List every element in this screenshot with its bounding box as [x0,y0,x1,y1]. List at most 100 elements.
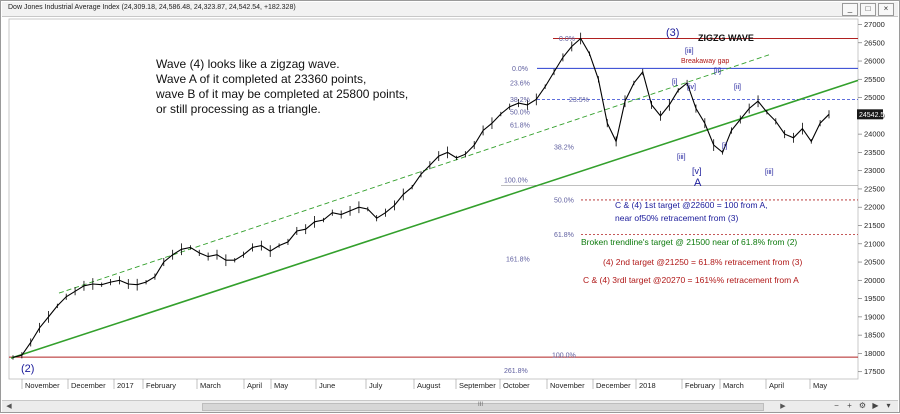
x-tick-label: July [369,381,383,390]
y-tick-label: 23500 [864,148,885,157]
y-tick-label: 20500 [864,258,885,267]
x-tick-label: June [319,381,335,390]
x-tick-label: October [503,381,530,390]
scroll-thumb[interactable]: III [202,402,764,411]
horizontal-scrollbar[interactable]: ◀ III ▶ [2,400,898,412]
wave-label: [iv] [687,84,696,91]
y-tick-label: 26500 [864,38,885,47]
x-tick-label: February [146,381,176,390]
x-tick-label: March [200,381,221,390]
wave-label: [v] [692,166,702,176]
y-tick-label: 21000 [864,239,885,248]
target1-note: C & (4) 1st target @22600 = 100 from A, [615,200,768,210]
wave-label: [i] [672,79,678,86]
annotation-line: Wave (4) looks like a zigzag wave. [156,57,340,71]
fib-level-label: 38.2% [554,144,574,151]
fib-level-label: 38.2% [510,97,530,104]
title-bar: Dow Jones Industrial Average Index (24,3… [2,2,898,17]
annotation-line: Wave A of it completed at 23360 points, [156,72,366,86]
fib-level-label: 0.0% [559,36,575,43]
y-tick-label: 21500 [864,221,885,230]
y-tick-label: 22500 [864,184,885,193]
y-tick-label: 26000 [864,57,885,66]
y-tick-label: 25000 [864,93,885,102]
zoom-in-icon[interactable]: + [847,401,852,410]
target2-note: (4) 2nd target @21250 = 61.8% retracemen… [603,257,802,267]
fib-level-label: 100.0% [552,352,576,359]
wave-label: [iii] [765,169,774,176]
price-line [12,37,830,358]
x-tick-label: May [813,381,827,390]
y-tick-label: 18000 [864,349,885,358]
wave-label: [i] [722,143,728,150]
window-controls: _ □ × [842,3,894,16]
scroll-right-icon[interactable]: ▶ [780,403,786,410]
x-tick-label: April [247,381,262,390]
y-tick-label: 18500 [864,331,885,340]
window-title: Dow Jones Industrial Average Index (24,3… [8,4,296,11]
fib-level-label: 23.5% [569,97,589,104]
wave-label: (2) [21,363,34,375]
wave-label: [iii] [685,48,694,55]
scroll-left-icon[interactable]: ◀ [6,403,12,410]
y-tick-label: 27000 [864,20,885,29]
zoom-out-icon[interactable]: − [834,401,839,410]
trendline-target-note: Broken trendline's target @ 21500 near o… [581,237,797,247]
wave-label: [ii] [734,84,741,91]
maximize-button[interactable]: □ [860,3,876,16]
y-tick-label: 19000 [864,312,885,321]
fib-level-label: 50.0% [510,110,530,117]
play-icon[interactable]: ▶ [872,401,879,410]
breakaway-gap-label: Breakaway gap [681,58,729,65]
chart-toolbar: − + ⚙ ▶ ▾ [832,401,893,411]
last-price-box [857,109,883,120]
x-tick-label: May [274,381,288,390]
last-price-label: 24542.54 [859,112,888,119]
main-trendline [10,79,859,359]
fib-level-label: 0.0% [512,66,528,73]
y-tick-label: 17500 [864,367,885,376]
target1-note-2: near of50% retracement from (3) [615,213,738,223]
y-tick-label: 23000 [864,166,885,175]
wave-label: [iii] [677,154,686,161]
scroll-grip: III [478,402,484,408]
target3-note: C & (4) 3rdl target @20270 = 161%% retra… [583,275,799,285]
fib-level-label: 61.8% [554,232,574,239]
wave-label: A [694,177,702,189]
wave-label: [ii] [714,68,721,75]
y-tick-label: 19500 [864,294,885,303]
x-tick-label: November [25,381,60,390]
channel-line [58,54,770,294]
fib-level-label: 161.8% [506,257,530,264]
x-tick-label: 2018 [639,381,656,390]
wave-label: (3) [666,27,679,39]
y-tick-label: 25500 [864,75,885,84]
plot-area [8,18,859,380]
y-tick-label: 22000 [864,203,885,212]
chart-title: ZIGZG WAVE [698,33,754,43]
x-tick-label: November [550,381,585,390]
fib-level-label: 23.6% [510,80,530,87]
annotation-line: wave B of it may be completed at 25800 p… [155,87,408,101]
x-tick-label: February [685,381,715,390]
x-tick-label: December [71,381,106,390]
fib-level-label: 61.8% [510,122,530,129]
fib-level-label: 100.0% [504,177,528,184]
settings-icon[interactable]: ⚙ [858,401,867,410]
annotation-line: or still processing as a triangle. [156,102,321,116]
y-tick-label: 20000 [864,276,885,285]
close-button[interactable]: × [878,3,894,16]
y-tick-label: 24000 [864,130,885,139]
fib-level-label: 261.8% [504,368,528,375]
fib-level-label: 50.0% [554,197,574,204]
chevron-down-icon[interactable]: ▾ [886,401,891,410]
x-tick-label: August [417,381,441,390]
x-tick-label: 2017 [117,381,134,390]
x-tick-label: September [459,381,496,390]
minimize-button[interactable]: _ [842,3,858,16]
x-tick-label: March [723,381,744,390]
x-tick-label: April [769,381,784,390]
x-tick-label: December [596,381,631,390]
